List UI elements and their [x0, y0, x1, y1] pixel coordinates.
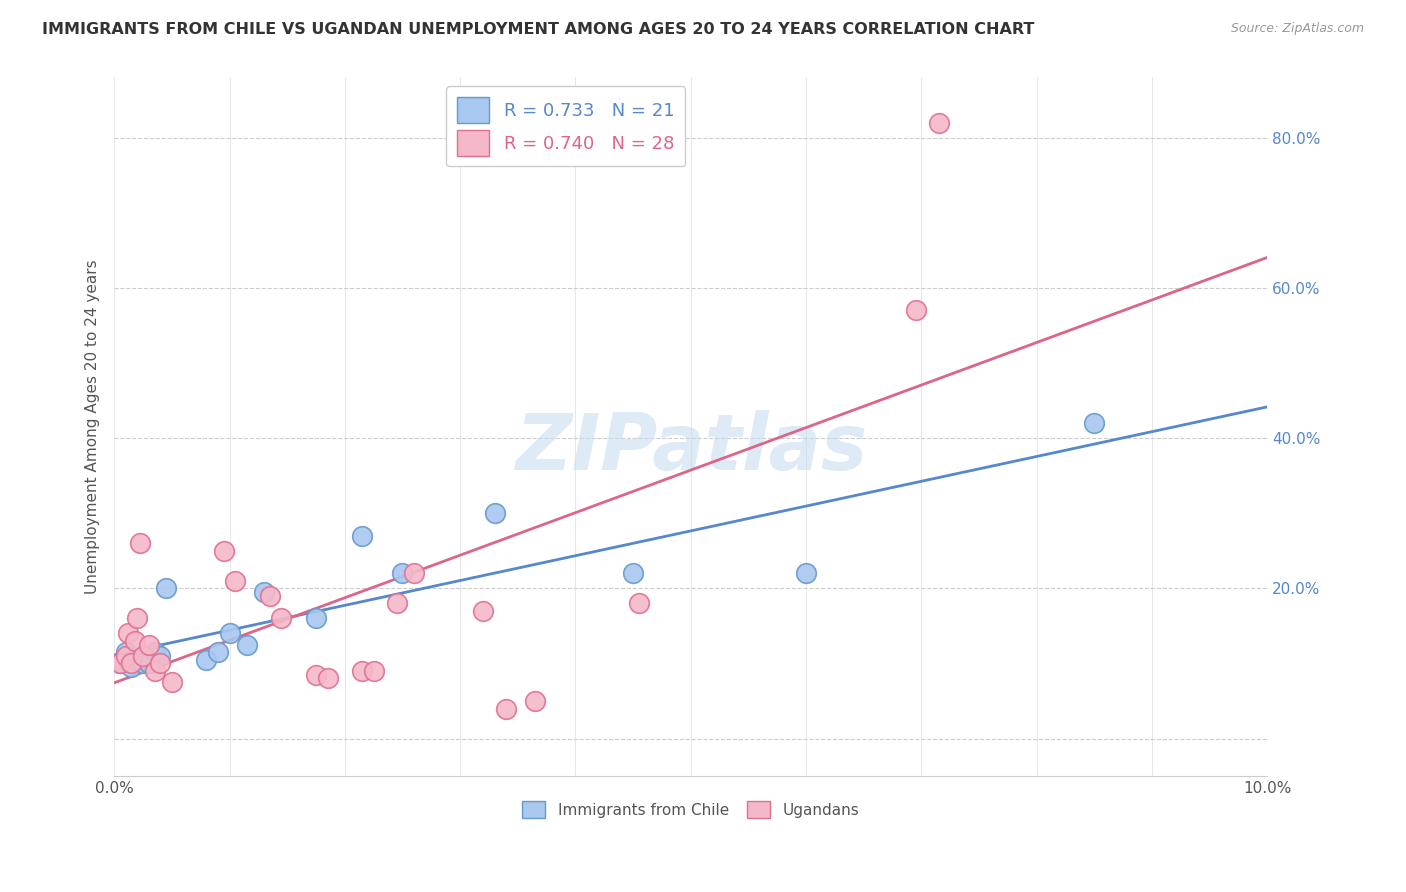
Point	[472, 604, 495, 618]
Point	[904, 303, 927, 318]
Point	[127, 653, 149, 667]
Point	[108, 657, 131, 671]
Point	[149, 648, 172, 663]
Point	[143, 664, 166, 678]
Point	[385, 596, 408, 610]
Point	[138, 657, 160, 671]
Y-axis label: Unemployment Among Ages 20 to 24 years: Unemployment Among Ages 20 to 24 years	[86, 260, 100, 594]
Point	[195, 653, 218, 667]
Point	[121, 660, 143, 674]
Point	[270, 611, 292, 625]
Point	[114, 645, 136, 659]
Text: ZIPatlas: ZIPatlas	[515, 409, 868, 486]
Point	[236, 638, 259, 652]
Point	[108, 657, 131, 671]
Point	[259, 589, 281, 603]
Point	[316, 672, 339, 686]
Point	[794, 566, 817, 581]
Point	[495, 701, 517, 715]
Point	[132, 657, 155, 671]
Point	[305, 611, 328, 625]
Text: Source: ZipAtlas.com: Source: ZipAtlas.com	[1230, 22, 1364, 36]
Point	[117, 626, 139, 640]
Point	[224, 574, 246, 588]
Point	[155, 582, 177, 596]
Point	[352, 529, 374, 543]
Point	[627, 596, 650, 610]
Point	[402, 566, 425, 581]
Point	[524, 694, 547, 708]
Point	[484, 506, 506, 520]
Point	[352, 664, 374, 678]
Text: IMMIGRANTS FROM CHILE VS UGANDAN UNEMPLOYMENT AMONG AGES 20 TO 24 YEARS CORRELAT: IMMIGRANTS FROM CHILE VS UGANDAN UNEMPLO…	[42, 22, 1035, 37]
Point	[1083, 416, 1105, 430]
Point	[128, 536, 150, 550]
Point	[391, 566, 413, 581]
Point	[138, 638, 160, 652]
Point	[160, 675, 183, 690]
Point	[218, 626, 240, 640]
Point	[253, 585, 276, 599]
Point	[124, 634, 146, 648]
Point	[114, 648, 136, 663]
Legend: Immigrants from Chile, Ugandans: Immigrants from Chile, Ugandans	[516, 795, 865, 824]
Point	[207, 645, 229, 659]
Point	[621, 566, 644, 581]
Point	[928, 115, 950, 129]
Point	[363, 664, 385, 678]
Point	[132, 648, 155, 663]
Point	[149, 657, 172, 671]
Point	[143, 645, 166, 659]
Point	[212, 543, 235, 558]
Point	[127, 611, 149, 625]
Point	[305, 667, 328, 681]
Point	[121, 657, 143, 671]
